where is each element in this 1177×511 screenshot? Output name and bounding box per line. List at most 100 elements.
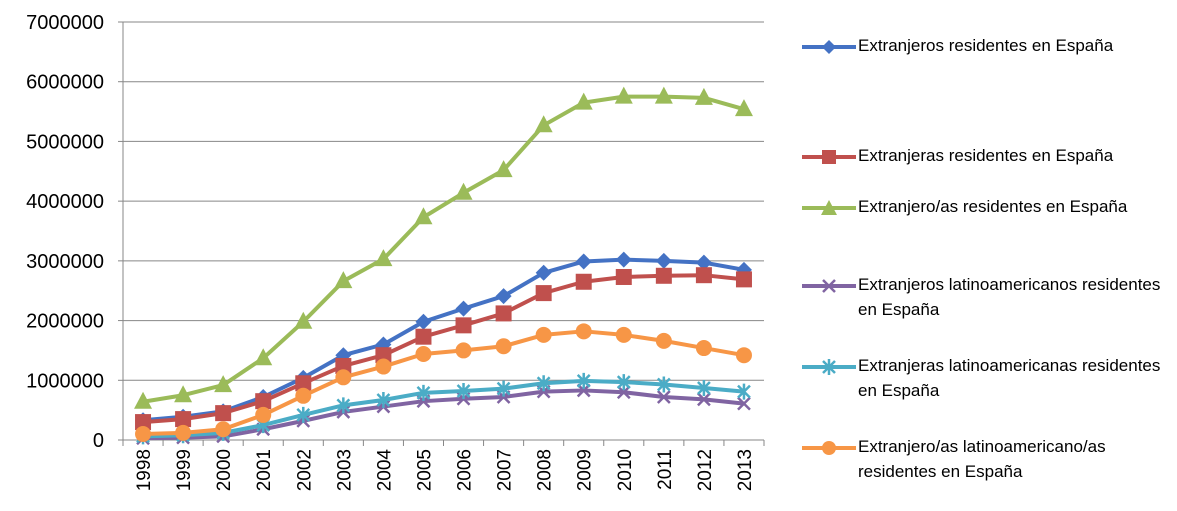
data-point-marker xyxy=(614,86,633,104)
data-point-marker xyxy=(334,271,353,289)
data-point-marker xyxy=(415,346,432,363)
data-point-marker xyxy=(135,426,152,443)
legend-swatch-extranjero-as-latinoamericano-as xyxy=(802,441,856,455)
data-point-marker xyxy=(575,253,592,270)
x-axis-tick-labels: 1998 1999 2000 2001 2002 2003 2004 2005 2006 2007… xyxy=(134,449,756,492)
data-point-marker xyxy=(655,267,672,284)
series-line xyxy=(142,257,745,423)
data-point-marker xyxy=(734,99,753,117)
data-point-marker xyxy=(535,264,552,281)
data-point-marker xyxy=(455,317,472,334)
x-tick-label: 1998 xyxy=(134,449,155,491)
x-tick-label: 2004 xyxy=(374,449,395,492)
legend-label: Extranjeras residentes en España xyxy=(858,146,1114,165)
data-point-marker xyxy=(134,391,153,409)
data-point-marker xyxy=(494,160,513,178)
data-point-marker xyxy=(335,357,352,374)
data-point-marker xyxy=(295,387,312,404)
y-tick-label: 0 xyxy=(93,430,104,452)
legend-label: Extranjero/as residentes en España xyxy=(858,197,1128,216)
legend-item-extranjero-as: Extranjero/as residentes en España xyxy=(800,196,1168,219)
data-point-marker xyxy=(574,92,593,110)
legend-item-extranjeros: Extranjeros residentes en España xyxy=(800,35,1168,58)
data-point-marker xyxy=(416,384,431,401)
data-point-marker xyxy=(496,380,511,397)
legend: Extranjeros residentes en España Extranj… xyxy=(800,0,1177,511)
data-point-marker xyxy=(454,182,473,200)
legend-item-extranjero-as-latinoamericano-as: Extranjero/as latinoamericano/as residen… xyxy=(800,436,1168,484)
legend-item-extranjeras: Extranjeras residentes en España xyxy=(800,145,1168,168)
legend-swatch-extranjeras xyxy=(802,150,856,164)
data-point-marker xyxy=(174,385,193,403)
data-point-marker xyxy=(616,374,631,391)
y-tick-label: 3000000 xyxy=(26,251,104,273)
data-point-marker xyxy=(336,397,351,414)
series-line xyxy=(143,388,745,441)
data-point-marker xyxy=(295,375,312,392)
data-point-marker xyxy=(656,376,671,393)
data-point-marker xyxy=(536,375,551,392)
data-point-marker xyxy=(695,267,712,284)
legend-swatch-extranjeros-latinoamericanos xyxy=(802,279,856,293)
data-point-marker xyxy=(615,251,632,268)
x-tick-label: 2012 xyxy=(695,449,716,491)
data-point-marker xyxy=(214,375,233,393)
series-1 xyxy=(135,267,752,431)
legend-label: Extranjero/as latinoamericano/as residen… xyxy=(858,437,1106,481)
x-tick-label: 2000 xyxy=(214,449,235,491)
line-chart-plot: 0 1000000 2000000 3000000 4000000 5000000 6000… xyxy=(26,12,765,492)
data-point-marker xyxy=(615,268,632,285)
data-point-marker xyxy=(697,392,711,407)
x-tick-label: 2007 xyxy=(495,449,516,491)
data-point-marker xyxy=(655,252,672,269)
legend-label: Extranjeros latinoamericanos residentes … xyxy=(858,275,1161,319)
data-point-marker xyxy=(535,326,552,343)
data-point-marker xyxy=(655,332,672,349)
data-point-marker xyxy=(455,300,472,317)
x-tick-label: 2008 xyxy=(535,449,556,491)
data-point-marker xyxy=(376,391,391,408)
data-point-marker xyxy=(374,249,393,267)
data-point-marker xyxy=(656,390,671,404)
series-line xyxy=(142,94,745,404)
x-tick-label: 2006 xyxy=(455,449,476,491)
legend-swatch-extranjero-as xyxy=(802,200,856,215)
data-point-marker xyxy=(575,323,592,340)
data-point-marker xyxy=(495,305,512,322)
data-point-marker xyxy=(415,328,432,345)
x-tick-label: 2001 xyxy=(254,449,275,491)
data-point-marker xyxy=(215,405,232,422)
series-line xyxy=(142,273,745,425)
legend-swatch-extranjeras-latinoamericanas xyxy=(802,359,856,375)
data-point-marker xyxy=(615,326,632,343)
x-tick-label: 2013 xyxy=(735,449,756,491)
series-line xyxy=(142,378,745,439)
x-tick-label: 2002 xyxy=(294,449,315,491)
data-point-marker xyxy=(654,86,673,104)
data-point-marker xyxy=(215,421,232,438)
data-point-marker xyxy=(575,273,592,290)
data-point-marker xyxy=(255,393,272,410)
series-lines xyxy=(134,86,753,446)
legend-item-extranjeras-latinoamericanas: Extranjeras latinoamericanas residentes … xyxy=(800,355,1168,403)
data-point-marker xyxy=(175,411,192,428)
y-tick-label: 5000000 xyxy=(26,131,104,153)
axes xyxy=(118,21,765,446)
data-point-marker xyxy=(296,406,311,423)
data-point-marker xyxy=(576,372,591,389)
data-point-marker xyxy=(456,383,471,400)
data-point-marker xyxy=(455,342,472,359)
legend-label: Extranjeros residentes en España xyxy=(858,36,1114,55)
series-line xyxy=(142,329,745,437)
legend-label: Extranjeras latinoamericanas residentes … xyxy=(858,356,1161,400)
y-tick-label: 2000000 xyxy=(26,311,104,333)
data-point-marker xyxy=(375,358,392,375)
series-2 xyxy=(134,86,753,409)
legend-swatch-extranjeros xyxy=(802,40,856,54)
x-tick-label: 2009 xyxy=(575,449,596,491)
x-tick-label: 2005 xyxy=(414,449,435,491)
data-point-marker xyxy=(616,385,631,400)
legend-item-extranjeros-latinoamericanos: Extranjeros latinoamericanos residentes … xyxy=(800,274,1168,322)
data-point-marker xyxy=(735,271,752,288)
data-point-marker xyxy=(255,406,272,423)
